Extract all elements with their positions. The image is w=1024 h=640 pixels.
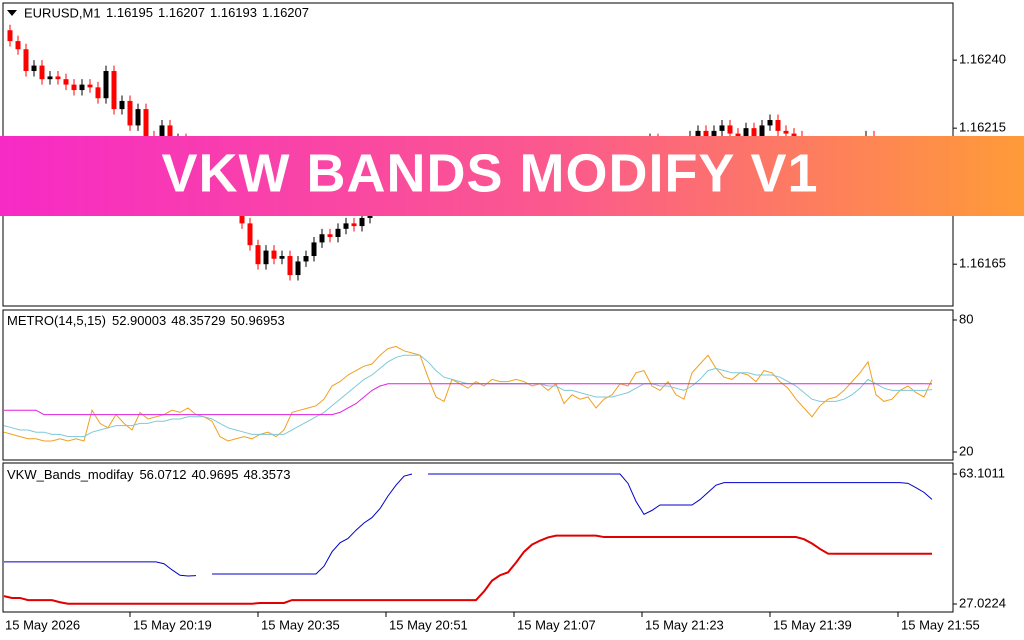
time-label: 15 May 21:55 [901,617,980,632]
indicator-name: VKW_Bands_modifay 56.0712 40.9695 48.3573 [7,467,290,482]
candle-body [159,125,165,145]
candle-body [735,133,741,137]
candle-body [359,217,365,227]
candle-body [775,119,781,131]
candle-body [79,84,85,91]
price-readout: 1.16195 1.16207 1.16193 1.16207 [106,5,309,20]
metro-readout: 52.90003 48.35729 50.96953 [112,313,285,328]
candle-body [311,242,317,257]
readout-value: 1.16207 [158,5,205,20]
readout-value: 48.35729 [171,313,225,328]
candle-body [335,228,341,237]
candle-body [247,223,253,246]
readout-value: 1.16207 [262,5,309,20]
vkw-name: VKW_Bands_modifay [7,467,134,482]
candle-body [95,87,101,99]
indicator-line [3,534,933,605]
time-label: 15 May 21:39 [773,617,852,632]
candle-body [319,234,325,243]
time-label: 15 May 20:35 [261,617,340,632]
candle-body [111,71,117,110]
candle-body [695,130,701,137]
indicator-name: METRO(14,5,15) 52.90003 48.35729 50.96953 [7,313,285,328]
candle-body [87,84,93,88]
candle-body [71,84,77,91]
time-label: 15 May 21:23 [645,617,724,632]
time-label: 15 May 2026 [5,617,80,632]
candle-body [759,125,765,140]
candle-body [351,223,357,227]
candle-body [103,71,109,99]
candle-body [39,65,45,80]
candle-body [55,76,61,80]
candle-body [343,223,349,229]
candle-body [743,128,749,137]
candle-body [63,79,69,85]
time-label: 15 May 21:07 [517,617,596,632]
candle-body [7,30,13,42]
candle-body [119,100,125,110]
candle-body [719,125,725,131]
candle-body [15,41,21,50]
menu-arrow[interactable] [7,10,17,16]
y-tick-label: 1.16240 [959,52,1006,67]
vkw-panel [2,462,954,613]
banner-title: VKW BANDS MODIFY V1 [161,143,818,203]
readout-value: 1.16195 [106,5,153,20]
indicator-line [4,473,933,577]
candle-body [303,256,309,262]
candle-body [287,256,293,276]
indicator-line [4,383,933,416]
readout-value: 56.0712 [139,467,186,482]
y-tick-label: 63.1011 [959,465,1005,480]
vkw-readout: 56.0712 40.9695 48.3573 [139,467,290,482]
y-tick-label: 27.0224 [959,595,1006,610]
readout-value: 52.90003 [112,313,166,328]
symbol: EURUSD,M1 [24,5,101,20]
y-tick-label: 1.16215 [959,120,1006,135]
indicator-line [3,345,933,442]
banner [0,136,1024,216]
candle-body [255,245,261,265]
y-tick-label: 20 [959,443,973,458]
readout-value: 50.96953 [230,313,284,328]
candle-body [295,261,301,276]
readout-value: 48.3573 [243,467,290,482]
candle-body [279,256,285,259]
time-label: 15 May 20:51 [389,617,468,632]
candle-body [783,130,789,134]
candle-body [23,49,29,72]
y-tick-label: 80 [959,311,973,326]
candle-body [47,76,53,80]
metro-panel [2,309,954,461]
candle-body [791,133,797,137]
candle-body [327,234,333,237]
candle-body [727,125,733,134]
candle-body [751,128,757,140]
candle-body [263,250,269,265]
readout-value: 1.16193 [210,5,257,20]
y-tick-label: 1.16165 [959,256,1006,271]
time-label: 15 May 20:19 [133,617,212,632]
candle-body [143,109,149,137]
candle-body [31,65,37,72]
candle-body [135,109,141,126]
candle-body [767,119,773,126]
metro-name: METRO(14,5,15) [7,313,106,328]
candle-body [127,100,133,126]
readout-value: 40.9695 [191,467,238,482]
candle-body [271,250,277,259]
